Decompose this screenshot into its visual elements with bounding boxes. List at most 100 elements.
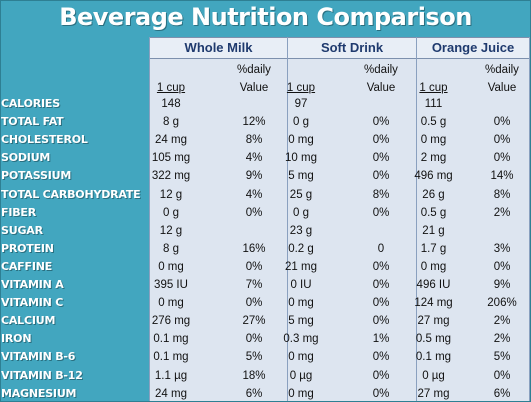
product-header-orange-juice: Orange Juice (417, 37, 529, 59)
table-cell: 0% (372, 152, 390, 164)
table-cell: 0 µg (422, 370, 445, 382)
table-cell: 8% (493, 189, 511, 201)
serving-size-orange-juice: 1 cup (419, 82, 448, 94)
table-cell: 12 g (159, 225, 183, 237)
table-cell: 1.1 µg (154, 370, 188, 382)
table-cell: 496 mg (414, 170, 453, 182)
serving-size-whole-milk: 1 cup (156, 82, 186, 94)
table-cell: 0% (372, 116, 390, 128)
table-cell: 7% (245, 279, 263, 291)
table-cell: 0.5 mg (415, 333, 452, 345)
column-soft-drink: Soft Drink (287, 37, 417, 401)
table-cell: 0 g (293, 116, 309, 128)
row-label: IRON (1, 332, 32, 345)
table-cell: 18% (242, 370, 266, 382)
table-cell: 0 IU (290, 279, 312, 291)
table-cell: 0% (372, 388, 390, 400)
row-label: VITAMIN C (1, 296, 64, 309)
row-label: FIBER (1, 206, 36, 219)
table-cell: 0% (245, 333, 263, 345)
table-cell: 21 mg (285, 261, 317, 273)
table-cell: 0% (372, 351, 390, 363)
table-cell: 0.2 g (288, 243, 314, 255)
table-cell: 0% (372, 370, 390, 382)
table-cell: 0.5 g (420, 116, 447, 128)
table-cell: 0 mg (288, 351, 314, 363)
page-title: Beverage Nutrition Comparison (59, 3, 472, 31)
table-cell: 0% (372, 315, 390, 327)
table-cell: 27 mg (417, 388, 450, 400)
table-cell: 276 mg (151, 315, 191, 327)
table-cell: 9% (245, 170, 263, 182)
column-orange-juice: Orange Juice (416, 37, 530, 401)
serving-size-soft-drink: 1 cup (286, 82, 316, 94)
table-cell: 2 mg (420, 152, 447, 164)
table-cell: 111 (424, 98, 443, 110)
table-cell: 8% (245, 134, 263, 146)
table-cell: 10 mg (285, 152, 317, 164)
table-cell: 25 g (289, 189, 313, 201)
table-cell: 23 g (289, 225, 313, 237)
table-cell: 0.3 mg (283, 333, 319, 345)
daily-label-soft-drink: %daily (364, 64, 398, 76)
table-cell: 0% (372, 297, 390, 309)
table-cell: 0 g (163, 207, 179, 219)
row-label: POTASSIUM (1, 169, 72, 182)
table-cell: 0.1 mg (153, 351, 189, 363)
table-cell: 27% (242, 315, 266, 327)
row-label: SUGAR (1, 224, 43, 237)
table-cell: 24 mg (155, 134, 187, 146)
row-label: TOTAL CARBOHYDRATE (1, 188, 141, 201)
row-label: VITAMIN B-6 (1, 350, 76, 363)
column-whole-milk: Whole Milk (149, 37, 288, 401)
table-cell: 0% (372, 134, 390, 146)
row-label: CALORIES (1, 97, 60, 110)
table-cell: 5 mg (288, 170, 314, 182)
table-cell: 0 µg (289, 370, 313, 382)
row-label: PROTEIN (1, 242, 54, 255)
table-cell: 14% (490, 170, 514, 182)
table-cell: 0 mg (288, 134, 314, 146)
product-header-soft-drink: Soft Drink (288, 37, 416, 59)
table-cell: 0% (372, 170, 390, 182)
table-cell: 2% (493, 315, 511, 327)
row-label: VITAMIN A (1, 278, 64, 291)
table-cell: 0% (245, 297, 263, 309)
row-label: TOTAL FAT (1, 115, 64, 128)
table-cell: 0% (245, 207, 263, 219)
table-cell: 0% (493, 261, 511, 273)
table-cell: 148 (161, 98, 181, 110)
table-cell: 24 mg (155, 388, 187, 400)
table-cell: 0% (372, 279, 390, 291)
table-cell: 3% (493, 243, 511, 255)
table-cell: 12 g (159, 189, 183, 201)
row-label: CAFFINE (1, 260, 53, 273)
table-cell: 0 (377, 243, 385, 255)
table-cell: 8% (372, 189, 390, 201)
table-cell: 0 mg (420, 261, 447, 273)
table-cell: 105 mg (151, 152, 191, 164)
table-cell: 8 g (163, 243, 179, 255)
table-cell: 0% (372, 207, 390, 219)
table-cell: 21 g (422, 225, 445, 237)
table-cell: 322 mg (151, 170, 191, 182)
table-cell: 206% (487, 297, 517, 309)
table-cell: 0.5 g (420, 207, 447, 219)
table-cell: 27 mg (417, 315, 450, 327)
table-cell: 0 mg (288, 297, 314, 309)
table-cell: 5% (493, 351, 511, 363)
value-label-orange-juice: Value (487, 82, 517, 94)
daily-label-orange-juice: %daily (485, 64, 519, 76)
row-label: MAGNESIUM (1, 387, 77, 400)
table-cell: 2% (493, 207, 511, 219)
table-cell: 2% (493, 333, 511, 345)
table-cell: 0% (493, 370, 511, 382)
table-cell: 0 mg (288, 388, 314, 400)
table-cell: 0 g (293, 207, 309, 219)
value-label-whole-milk: Value (239, 82, 269, 94)
table-cell: 9% (493, 279, 511, 291)
daily-label-whole-milk: %daily (237, 64, 271, 76)
row-label: CALCIUM (1, 314, 56, 327)
table-cell: 1.7 g (420, 243, 447, 255)
